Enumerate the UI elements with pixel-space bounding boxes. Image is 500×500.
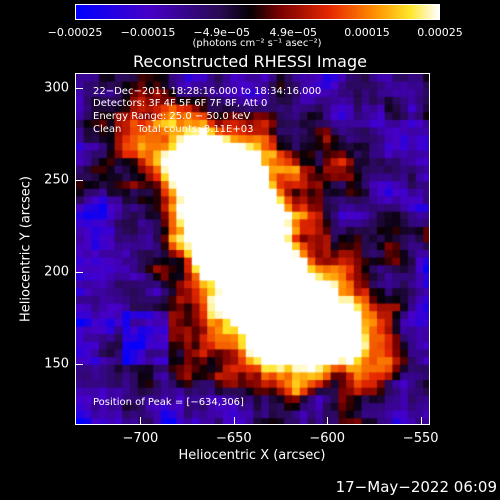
y-tick-mark	[75, 364, 83, 366]
y-tick-label: 150	[44, 356, 69, 372]
heatmap-image	[76, 74, 429, 424]
colorbar-tick-label: 0.00015	[344, 26, 390, 39]
x-tick-mark	[233, 417, 235, 425]
colorbar-tick-label: −0.00025	[47, 26, 103, 39]
y-tick-label: 250	[44, 172, 69, 188]
colorbar-tick-label: 4.9e−05	[269, 26, 318, 39]
chart-title: Reconstructed RHESSI Image	[133, 52, 367, 71]
y-tick-label: 200	[44, 264, 69, 280]
colorbar-units: (photons cm⁻² s⁻¹ asec⁻²)	[192, 38, 322, 49]
x-axis-label: Heliocentric X (arcsec)	[178, 448, 326, 463]
colorbar-tick-label: −4.9e−05	[193, 26, 251, 39]
plot-area	[75, 73, 430, 425]
x-tick-label: −700	[122, 431, 159, 446]
colorbar-tick-label: −0.00015	[120, 26, 176, 39]
annotation-total-counts: Clean Total counts: 8.11E+03	[93, 124, 254, 135]
y-tick-mark	[75, 87, 83, 89]
annotation-peak-position: Position of Peak = [−634,306]	[93, 397, 244, 408]
annotation-time-range: 22−Dec−2011 18:28:16.000 to 18:34:16.000	[93, 86, 322, 97]
x-tick-label: −550	[402, 431, 439, 446]
x-tick-label: −600	[309, 431, 346, 446]
y-tick-mark	[75, 179, 83, 181]
y-axis-label: Heliocentric Y (arcsec)	[18, 176, 34, 322]
annotation-detectors: Detectors: 3F 4F 5F 6F 7F 8F, Att 0	[93, 98, 268, 109]
y-tick-label: 300	[44, 80, 69, 96]
footer-timestamp: 17−May−2022 06:09	[335, 478, 497, 496]
x-tick-mark	[140, 417, 142, 425]
x-tick-mark	[420, 417, 422, 425]
annotation-energy-range: Energy Range: 25.0 − 50.0 keV	[93, 111, 251, 122]
colorbar-tick-label: 0.00025	[417, 26, 463, 39]
colorbar	[75, 4, 440, 20]
x-tick-mark	[327, 417, 329, 425]
y-tick-mark	[75, 272, 83, 274]
x-tick-label: −650	[215, 431, 252, 446]
